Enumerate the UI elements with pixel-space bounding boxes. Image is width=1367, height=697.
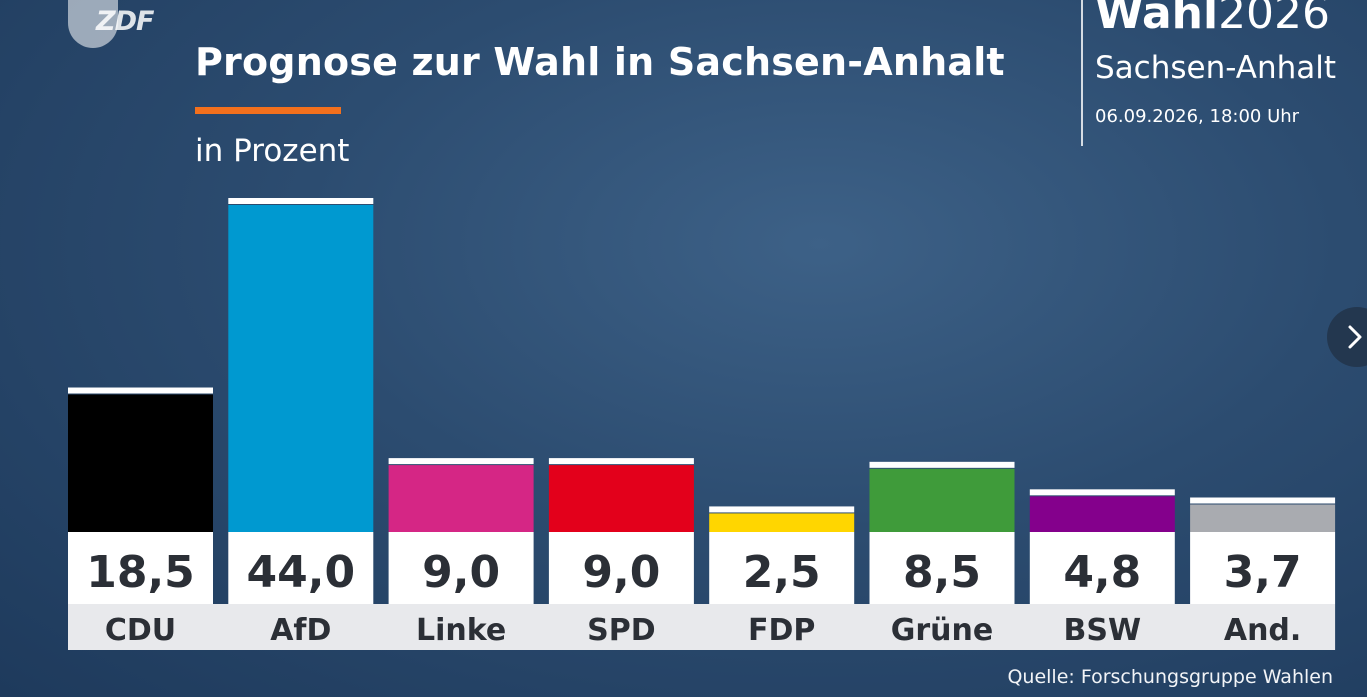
bar-cap	[869, 461, 1015, 468]
brand-date: 06.09.2026, 18:00 Uhr	[1095, 106, 1300, 127]
value-box	[548, 532, 694, 604]
bar	[228, 205, 374, 532]
category-label: Linke	[416, 613, 506, 648]
bar-cap	[388, 458, 534, 465]
brand-state: Sachsen-Anhalt	[1095, 50, 1337, 86]
value-box	[228, 532, 374, 604]
zdf-logo-disc	[68, 0, 118, 48]
value-label: 18,5	[86, 547, 195, 598]
bar	[869, 468, 1015, 532]
zdf-logo-text: ZDF	[96, 6, 154, 37]
value-label: 3,7	[1224, 547, 1302, 598]
bar-cap	[1190, 497, 1336, 504]
value-box	[869, 532, 1015, 604]
zdf-logo: ZDF	[68, 0, 158, 48]
category-label: And.	[1224, 613, 1301, 648]
bar-cap	[228, 198, 374, 204]
bar	[388, 465, 534, 532]
value-box	[388, 532, 534, 604]
source-note: Quelle: Forschungsgruppe Wahlen	[1007, 666, 1333, 688]
value-label: 9,0	[422, 547, 500, 598]
value-box	[1190, 532, 1336, 604]
value-label: 4,8	[1063, 547, 1141, 598]
brand-wordmark: Wahl2026	[1095, 0, 1330, 39]
bar-cap	[709, 506, 855, 513]
value-label: 2,5	[743, 547, 821, 598]
bar-cap	[68, 387, 213, 394]
bar-cap	[548, 458, 694, 465]
value-label: 8,5	[903, 547, 981, 598]
category-label: CDU	[105, 613, 176, 648]
title-accent-rule	[195, 107, 341, 114]
value-box	[1029, 532, 1175, 604]
bar	[1029, 496, 1175, 532]
election-brand: Wahl2026 Sachsen-Anhalt 06.09.2026, 18:0…	[1081, 0, 1336, 146]
value-box	[68, 532, 213, 604]
brand-word-bold: Wahl	[1095, 0, 1219, 39]
category-label: SPD	[587, 613, 656, 648]
chart-subtitle: in Prozent	[195, 133, 350, 169]
category-label: BSW	[1064, 613, 1142, 648]
category-label: Grüne	[891, 613, 993, 648]
brand-word-light: 2026	[1218, 0, 1331, 39]
chevron-right-icon	[1348, 325, 1362, 349]
category-label: AfD	[270, 613, 331, 648]
value-box	[709, 532, 855, 604]
bar-cap	[1029, 489, 1175, 496]
chart-title: Prognose zur Wahl in Sachsen-Anhalt	[195, 40, 1005, 84]
value-label: 9,0	[582, 547, 660, 598]
category-label: FDP	[748, 613, 815, 648]
bar	[68, 394, 213, 532]
bar	[548, 465, 694, 532]
bar	[709, 513, 855, 532]
bar	[1190, 504, 1336, 532]
value-label: 44,0	[247, 547, 356, 598]
next-slide-button[interactable]	[1327, 307, 1367, 367]
category-strip	[68, 604, 1336, 650]
